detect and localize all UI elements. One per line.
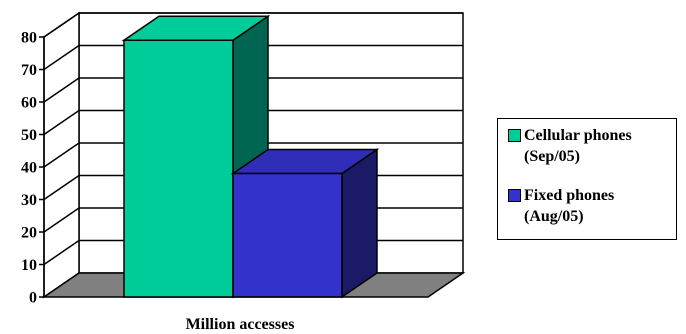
y-tick-label: 40 (21, 160, 37, 177)
bars (121, 14, 380, 299)
legend-item-cellular: Cellular phones (Sep/05) (508, 125, 632, 167)
y-tick-label: 60 (21, 95, 37, 112)
y-tick-label: 70 (21, 62, 37, 79)
y-tick-label: 20 (21, 225, 37, 242)
legend-label-fixed: Fixed phones (Aug/05) (524, 187, 615, 225)
legend-item-fixed: Fixed phones (Aug/05) (508, 185, 614, 227)
y-tick-label: 30 (21, 192, 37, 209)
y-tick-label: 80 (21, 30, 37, 47)
gridline (43, 109, 463, 136)
bar-front (123, 39, 234, 298)
y-axis: 0 10 20 30 40 50 60 70 80 (21, 30, 45, 307)
gridline (43, 12, 463, 38)
y-tick-label: 0 (29, 290, 37, 307)
bar-fixed (230, 148, 380, 299)
legend: Cellular phones (Sep/05) Fixed phones (A… (497, 118, 677, 240)
legend-label-cellular: Cellular phones (Sep/05) (524, 127, 632, 165)
gridline (43, 142, 463, 168)
y-tick-label: 10 (21, 257, 37, 274)
bar-side (341, 148, 378, 299)
legend-swatch-cellular (508, 129, 521, 142)
legend-swatch-fixed (508, 189, 521, 202)
gridline (43, 77, 463, 103)
bar-front (232, 172, 343, 298)
gridline (43, 44, 463, 71)
x-axis-label: Million accesses (186, 316, 295, 333)
y-tick-label: 50 (21, 127, 37, 144)
